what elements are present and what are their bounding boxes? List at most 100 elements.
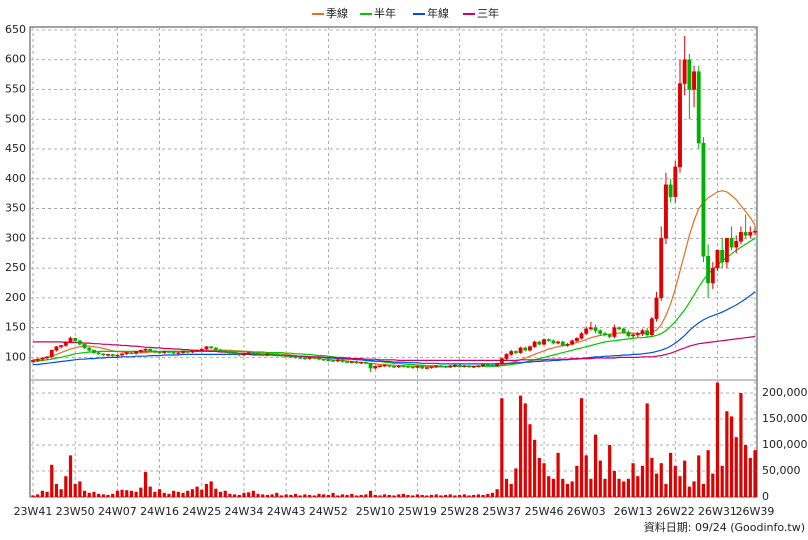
candle-body <box>279 354 284 357</box>
y-tick-label: 350 <box>5 202 26 215</box>
volume-bar <box>78 481 82 497</box>
volume-bar <box>462 494 466 497</box>
candle-body <box>363 361 368 364</box>
candle-body <box>152 350 157 353</box>
candle-body <box>452 364 457 367</box>
y-tick-label: 500 <box>5 112 26 125</box>
candle-body <box>167 351 171 353</box>
x-tick-label: 24W25 <box>182 505 221 518</box>
candle-body <box>317 357 321 360</box>
candle-body <box>270 353 275 356</box>
volume-bar <box>467 495 471 497</box>
candle-body <box>326 359 331 362</box>
candle-body <box>59 345 64 347</box>
volume-bar <box>439 495 443 497</box>
candle-body <box>227 351 232 354</box>
candle-body <box>434 365 439 368</box>
volume-bar <box>523 403 527 497</box>
candle-body <box>312 357 317 359</box>
volume-bar <box>392 495 396 497</box>
candle-body <box>260 354 265 356</box>
candle-body <box>635 333 640 336</box>
volume-bar <box>111 493 115 497</box>
candle-body <box>448 365 453 368</box>
volume-bar <box>317 493 321 497</box>
volume-bar <box>626 478 631 497</box>
candle-body <box>251 352 256 354</box>
candle-body <box>706 255 711 284</box>
candle-body <box>143 348 148 351</box>
candle-body <box>476 365 481 367</box>
volume-bar <box>429 494 434 497</box>
volume-bar <box>200 489 204 497</box>
candle-body <box>504 354 509 359</box>
volume-bar <box>279 495 284 497</box>
volume-bar <box>50 464 54 497</box>
volume-bar <box>336 495 340 497</box>
candle-body <box>340 359 345 362</box>
candle-body <box>406 366 411 368</box>
volume-bar <box>579 398 584 497</box>
candle-body <box>720 249 725 263</box>
volume-bar <box>106 494 110 497</box>
volume-bar <box>359 494 363 497</box>
volume-bar <box>397 494 401 497</box>
candle-body <box>349 361 354 363</box>
volume-bar <box>45 491 49 497</box>
candle-body <box>157 351 162 354</box>
volume-bar <box>64 476 68 497</box>
volume-bar <box>284 494 288 497</box>
candle-body <box>293 356 298 359</box>
candle-body <box>115 354 120 357</box>
volume-bar <box>31 495 35 497</box>
candle-body <box>73 338 78 341</box>
volume-bar <box>584 455 588 497</box>
volume-bar <box>232 494 237 497</box>
volume-bar <box>411 495 415 497</box>
x-tick-label: 26W13 <box>614 505 653 518</box>
volume-bar <box>518 395 523 497</box>
volume-bar <box>476 494 480 497</box>
candle-body <box>77 340 82 345</box>
candle-body <box>537 341 542 345</box>
candle-body <box>223 350 228 353</box>
volume-bar <box>303 494 307 497</box>
candle-body <box>162 351 167 353</box>
x-tick-label: 23W41 <box>14 505 53 518</box>
candle-body <box>542 339 546 345</box>
volume-bar <box>533 439 537 497</box>
volume-bar <box>134 491 138 497</box>
volume-bar <box>406 494 410 497</box>
y2-tick-label: 200,000 <box>762 386 808 399</box>
ma-line <box>33 291 756 366</box>
candle-body <box>645 330 650 336</box>
volume-bar <box>692 481 696 497</box>
candle-body <box>692 71 697 90</box>
volume-bar <box>443 494 448 497</box>
volume-bar <box>322 494 326 497</box>
candle-body <box>181 351 185 353</box>
volume-bar <box>415 494 420 497</box>
volume-bar <box>97 493 101 497</box>
candle-body <box>523 347 528 351</box>
candle-body <box>724 238 729 263</box>
candle-body <box>673 166 678 197</box>
y-tick-label: 250 <box>5 261 26 274</box>
candle-body <box>274 354 279 356</box>
volume-bar <box>312 495 316 497</box>
volume-bar <box>687 486 691 497</box>
candle-body <box>91 349 96 353</box>
candle-body <box>199 348 204 351</box>
candle-body <box>579 333 584 339</box>
legend-label: 半年 <box>374 6 396 20</box>
legend-label: 三年 <box>477 6 499 20</box>
volume-bar <box>509 484 513 497</box>
candle-body <box>710 267 715 284</box>
volume-bar <box>92 491 96 497</box>
volume-bar <box>275 492 279 497</box>
candle-body <box>246 352 251 355</box>
x-tick-label: 25W10 <box>356 505 395 518</box>
candle-body <box>753 230 757 233</box>
candle-body <box>87 347 92 351</box>
volume-bar <box>748 458 752 497</box>
